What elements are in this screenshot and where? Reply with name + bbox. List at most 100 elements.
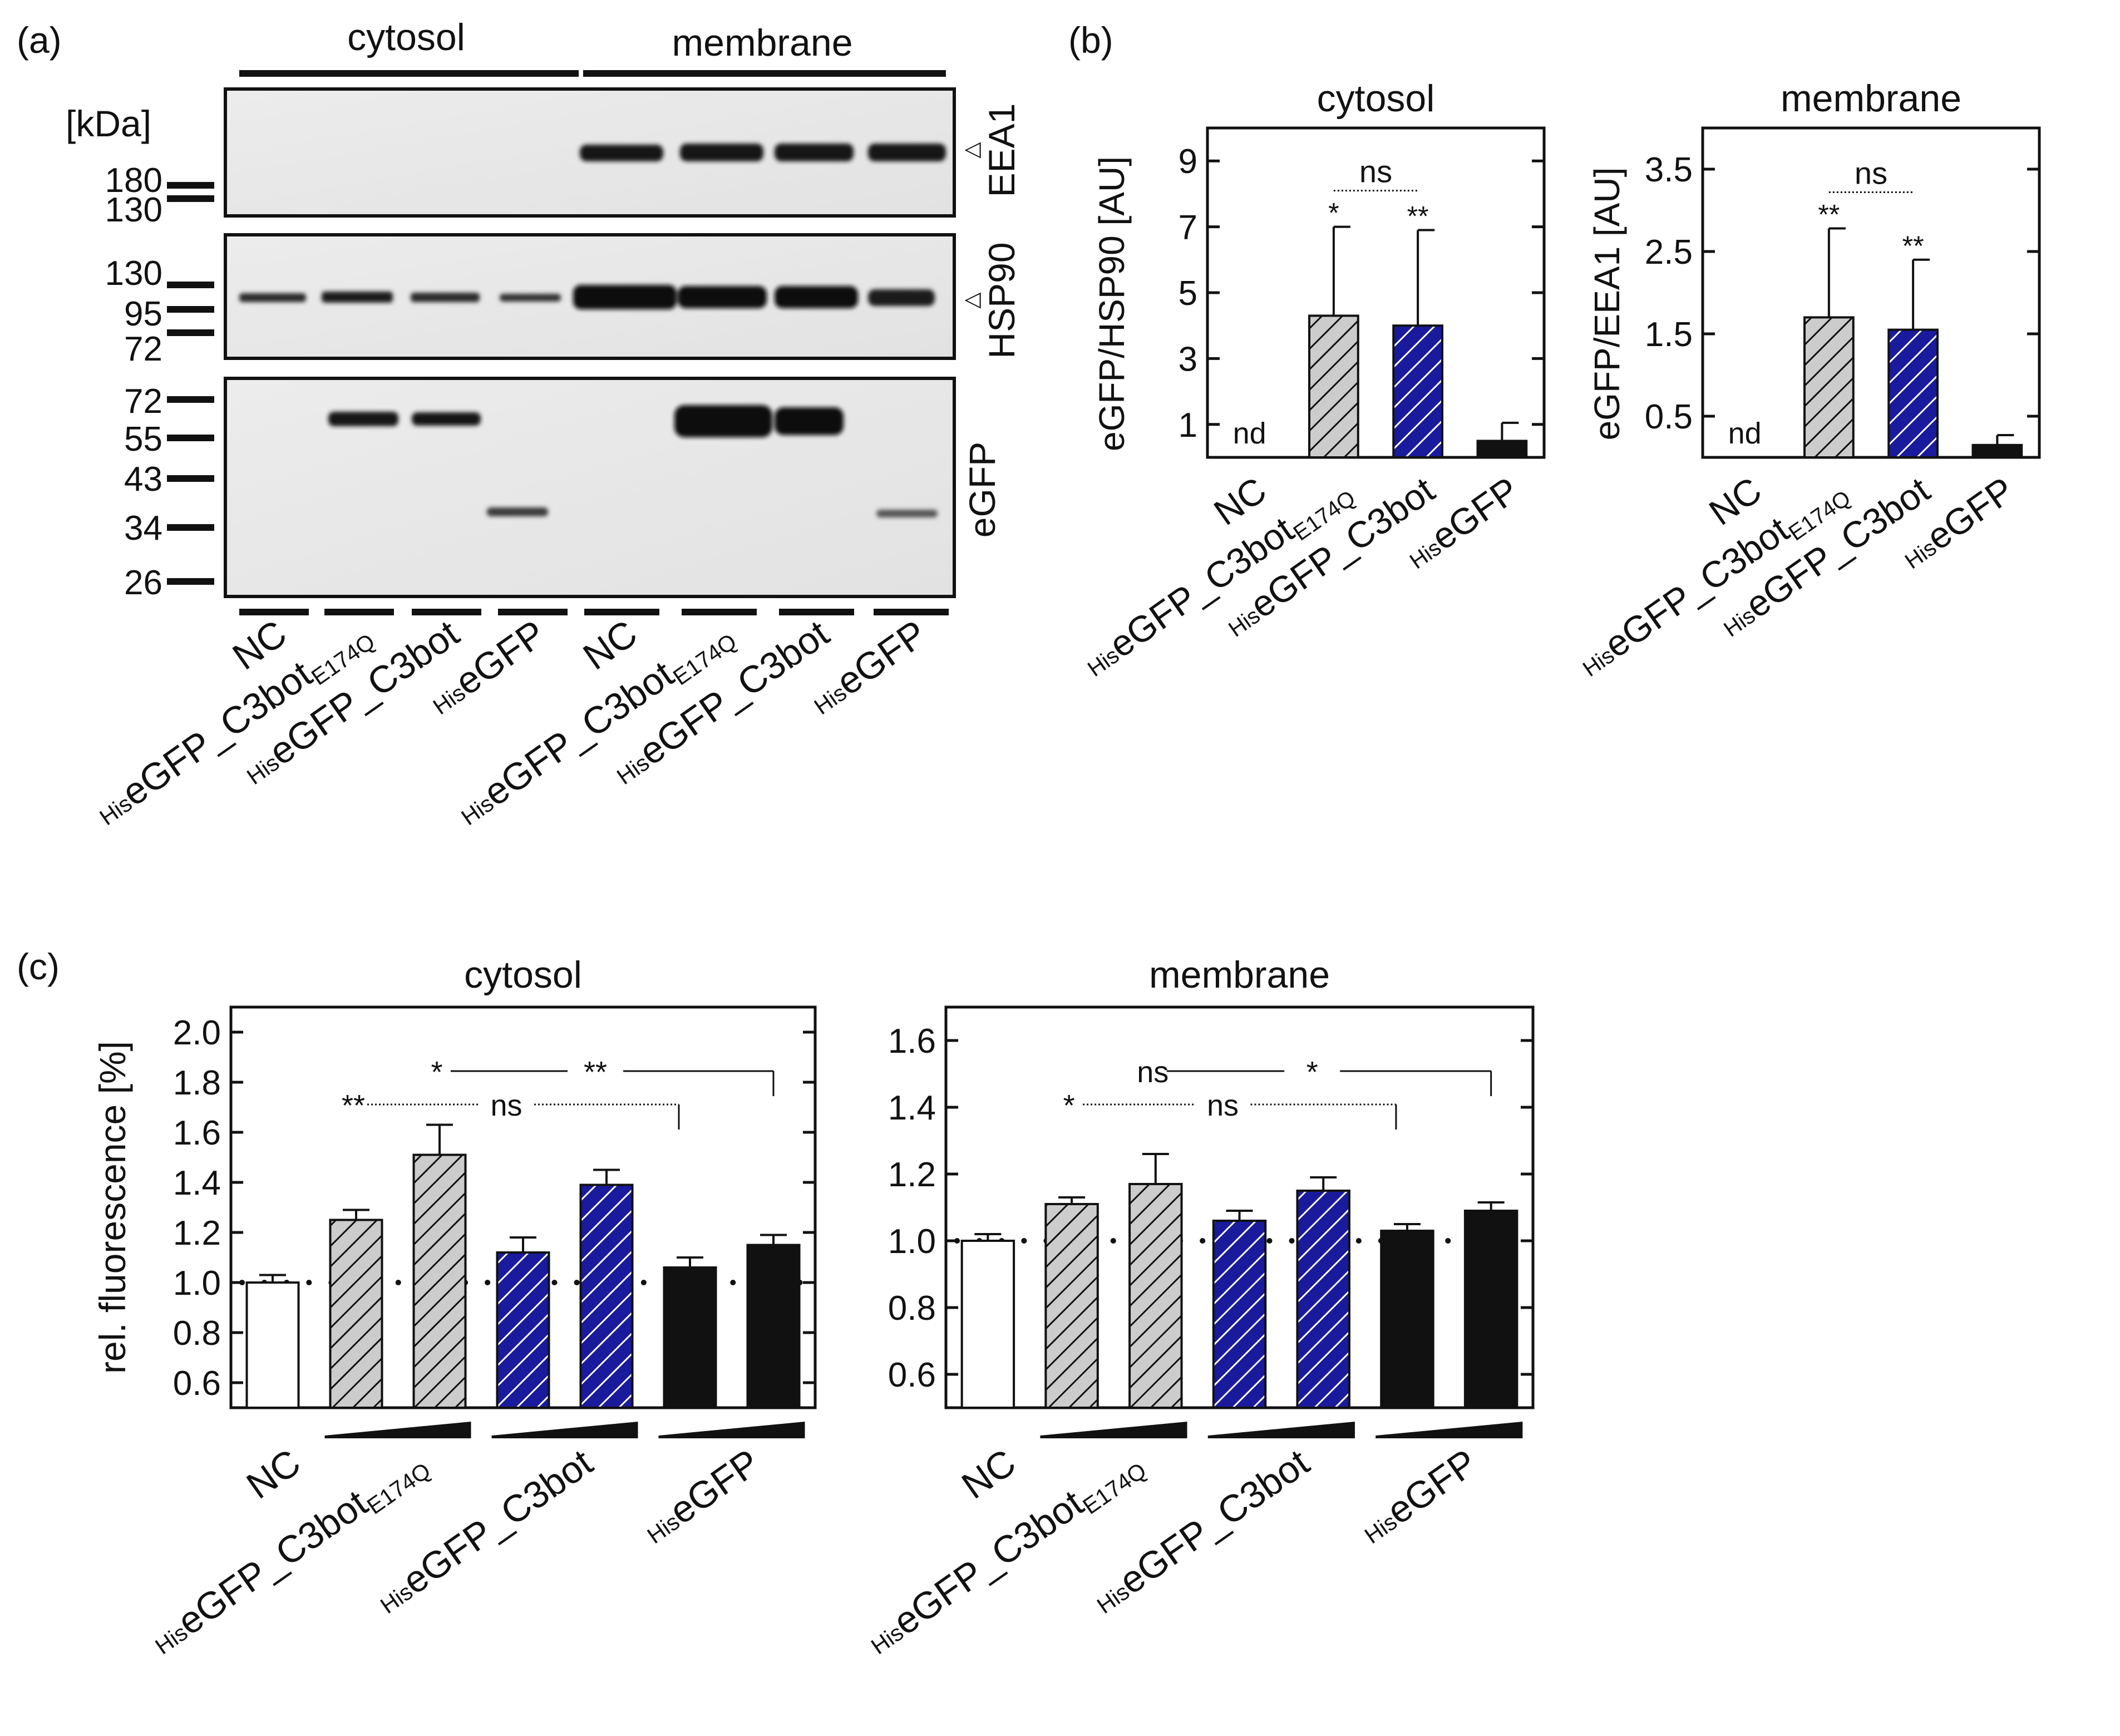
bar-label-nd: nd bbox=[1728, 417, 1762, 450]
bar bbox=[1803, 316, 1855, 459]
blot-frame-eea1 bbox=[224, 87, 956, 218]
y-tick-label: 0.8 bbox=[173, 1314, 221, 1353]
bar bbox=[746, 1244, 801, 1409]
comparison-left-label: * bbox=[431, 1056, 442, 1089]
blot-strip-egfp bbox=[225, 378, 954, 596]
y-tick-label: 1.6 bbox=[888, 1022, 936, 1061]
band-hsp90-lane8 bbox=[868, 289, 935, 306]
bar bbox=[1128, 1183, 1183, 1409]
y-tick-label: 1.6 bbox=[173, 1114, 221, 1152]
chart-title: cytosol bbox=[1317, 77, 1435, 120]
group-label: HiseGFP bbox=[635, 1441, 767, 1551]
comparison-left-label: * bbox=[1063, 1089, 1075, 1122]
band-egfp-lane8 bbox=[876, 510, 938, 517]
y-tick-label: 2.0 bbox=[173, 1014, 221, 1052]
y-tick-label: 1.0 bbox=[888, 1222, 936, 1261]
y-tick-label: 2.5 bbox=[1645, 233, 1693, 272]
y-axis-label: eGFP/HSP90 [AU] bbox=[1092, 156, 1132, 451]
y-tick-label: 7 bbox=[1179, 209, 1197, 247]
y-tick-label: 0.6 bbox=[888, 1356, 936, 1394]
significance-stars: ** bbox=[1902, 230, 1924, 262]
band-egfp-lane7 bbox=[775, 407, 844, 435]
bar bbox=[1296, 1190, 1350, 1409]
chart-title: membrane bbox=[1149, 954, 1330, 996]
ladder-label-55: 55 bbox=[124, 420, 162, 458]
comparison-left-label: ns bbox=[1137, 1056, 1169, 1089]
band-hsp90-lane6 bbox=[678, 286, 767, 308]
chart-c-membrane: membrane 0.6 0.8 1.0 1.2 1.4 1.6 NC HiseGFP_C3bo… bbox=[866, 954, 1535, 1659]
comparison-left-label: ** bbox=[342, 1089, 365, 1122]
y-tick-label: 3.5 bbox=[1645, 151, 1693, 189]
y-tick-label: 1 bbox=[1179, 406, 1197, 445]
y-tick-label: 3 bbox=[1179, 340, 1197, 378]
dose-wedge bbox=[658, 1422, 805, 1438]
ladder-label-72a: 72 bbox=[124, 330, 162, 368]
group-label: HiseGFP_C3bot bbox=[368, 1441, 600, 1621]
kda-label: [kDa] bbox=[66, 103, 151, 144]
chart-title: membrane bbox=[1781, 77, 1961, 120]
ladder-label-26: 26 bbox=[124, 564, 162, 602]
band-hsp90-lane3 bbox=[411, 293, 480, 302]
comparison-mid-label: ns bbox=[490, 1089, 522, 1122]
group-label: HiseGFP_C3bot bbox=[1084, 1441, 1317, 1621]
band-hsp90-lane4 bbox=[500, 294, 561, 302]
bar bbox=[412, 1153, 467, 1409]
bar bbox=[496, 1251, 550, 1409]
chart-c-cytosol: cytosol rel. fluorescence [%] 0.6 0.8 1.0 1.2… bbox=[92, 954, 817, 1659]
bar bbox=[1971, 443, 2023, 458]
comparison-mid-label: ** bbox=[584, 1056, 607, 1089]
group-label: NC bbox=[954, 1441, 1023, 1507]
bar bbox=[329, 1219, 383, 1409]
band-eea1-lane5 bbox=[580, 145, 663, 161]
band-eea1-lane7 bbox=[775, 144, 854, 161]
plot-frame bbox=[1701, 126, 2041, 459]
bar-label-nd: nd bbox=[1233, 417, 1266, 450]
bar bbox=[1308, 314, 1359, 458]
y-tick-label: 1.2 bbox=[888, 1156, 936, 1194]
blot-frame-egfp bbox=[224, 377, 956, 598]
group-label: NC bbox=[239, 1441, 308, 1507]
y-tick-label: 0.6 bbox=[173, 1364, 221, 1403]
band-egfp-lane4 bbox=[487, 507, 548, 516]
ladder-label-43: 43 bbox=[124, 460, 162, 499]
dose-wedge bbox=[491, 1422, 638, 1438]
comparison-mid-label: * bbox=[1306, 1056, 1318, 1089]
fraction-label-cytosol: cytosol bbox=[347, 16, 465, 58]
y-tick-label: 1.2 bbox=[173, 1214, 221, 1252]
bar bbox=[579, 1183, 634, 1409]
band-hsp90-lane1 bbox=[239, 293, 306, 302]
western-blot-panel: cytosol membrane [kDa] bbox=[66, 16, 1022, 830]
panel-label-c: (c) bbox=[17, 946, 60, 987]
ladder-label-34: 34 bbox=[124, 509, 162, 548]
ladder-label-180: 180 bbox=[105, 161, 162, 200]
dose-wedge bbox=[1207, 1422, 1355, 1438]
significance-stars: * bbox=[1328, 198, 1339, 229]
significance-stars: ** bbox=[1818, 199, 1840, 230]
antibody-label-hsp90: HSP90 bbox=[981, 242, 1022, 358]
band-egfp-lane6 bbox=[674, 405, 772, 437]
band-hsp90-lane5 bbox=[573, 285, 677, 309]
band-eea1-lane8 bbox=[868, 144, 946, 161]
arrow-marker-hsp90: △ bbox=[960, 292, 983, 309]
bar bbox=[245, 1281, 300, 1409]
ladder-label-72b: 72 bbox=[124, 382, 162, 421]
y-tick-label: 0.8 bbox=[888, 1289, 936, 1328]
bar bbox=[960, 1240, 1015, 1409]
bar bbox=[1380, 1230, 1434, 1409]
band-hsp90-lane2 bbox=[322, 292, 393, 303]
band-egfp-lane2 bbox=[328, 412, 398, 426]
y-tick-label: 1.8 bbox=[173, 1064, 221, 1102]
band-hsp90-lane7 bbox=[775, 286, 858, 308]
y-tick-label: 1.5 bbox=[1645, 315, 1693, 354]
significance-stars: ** bbox=[1407, 201, 1429, 232]
y-axis-label: eGFP/EEA1 [AU] bbox=[1587, 167, 1627, 441]
blot-frame-hsp90 bbox=[224, 233, 956, 360]
fraction-label-membrane: membrane bbox=[672, 22, 852, 64]
bar bbox=[1392, 324, 1443, 459]
bar bbox=[1476, 440, 1528, 459]
band-eea1-lane6 bbox=[680, 144, 763, 161]
y-tick-label: 1.4 bbox=[888, 1089, 936, 1127]
